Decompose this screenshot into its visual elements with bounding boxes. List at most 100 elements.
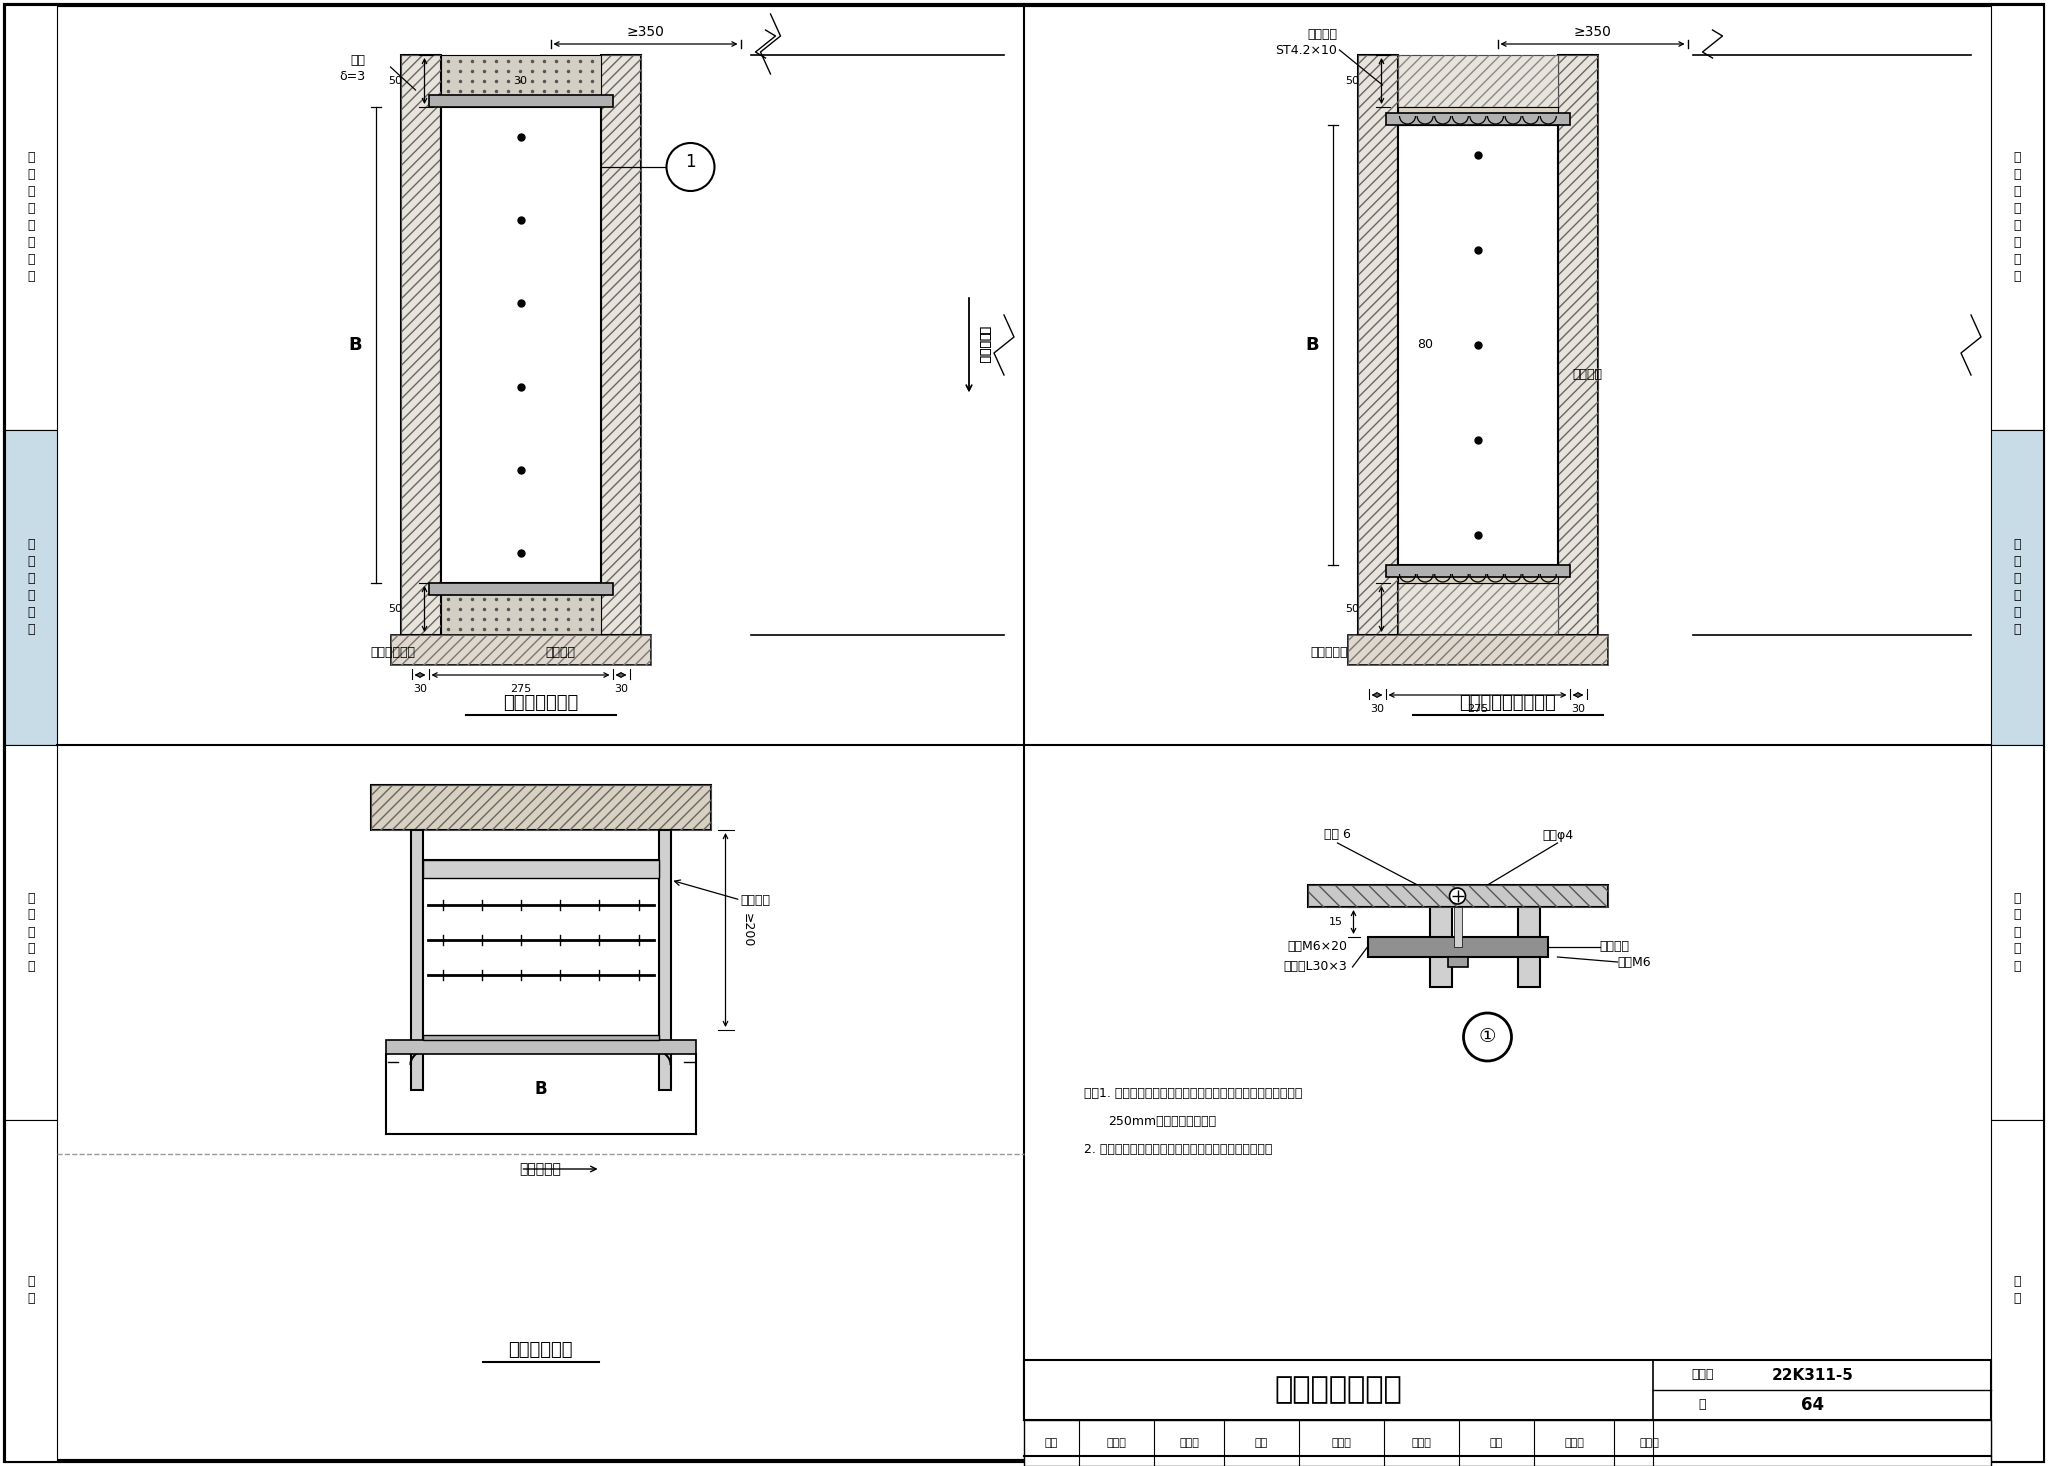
Bar: [1386, 113, 1569, 125]
Bar: [1024, 1421, 1991, 1466]
Circle shape: [1450, 888, 1466, 905]
Text: 内法兰L30×3: 内法兰L30×3: [1284, 960, 1348, 973]
Text: 排烟主风管: 排烟主风管: [977, 327, 991, 364]
Text: 附: 附: [2013, 1275, 2021, 1289]
Text: 烟: 烟: [2013, 202, 2021, 216]
Text: 烟: 烟: [2013, 925, 2021, 938]
Bar: [4, 430, 57, 745]
Bar: [1397, 56, 1556, 107]
Text: 自攻螺钉: 自攻螺钉: [1307, 28, 1337, 41]
Bar: [4, 1120, 57, 1462]
Text: 安: 安: [27, 254, 35, 265]
Text: δ=3: δ=3: [340, 70, 365, 84]
Text: 混凝土墙上水平安装: 混凝土墙上水平安装: [1458, 693, 1556, 712]
Text: B: B: [348, 336, 362, 353]
Bar: [600, 56, 641, 635]
Text: 阀: 阀: [27, 572, 35, 585]
Text: 火: 火: [2013, 556, 2021, 567]
Text: 防: 防: [2013, 891, 2021, 905]
Bar: [1397, 583, 1556, 635]
Text: 275: 275: [1466, 704, 1489, 714]
Text: 门: 门: [27, 589, 35, 603]
Bar: [422, 861, 659, 878]
Text: 阀: 阀: [2013, 572, 2021, 585]
Text: 宝乙芳: 宝乙芳: [1180, 1438, 1198, 1448]
Bar: [1556, 56, 1597, 635]
Bar: [1991, 430, 2044, 745]
Text: ≥200: ≥200: [741, 913, 754, 947]
Bar: [440, 583, 600, 635]
Text: 梁乃正: 梁乃正: [1565, 1438, 1583, 1448]
Text: 附: 附: [27, 1275, 35, 1289]
Text: 30: 30: [414, 685, 426, 693]
Bar: [1518, 907, 1540, 987]
Text: 风: 风: [2013, 218, 2021, 232]
Text: 排: 排: [2013, 909, 2021, 922]
Text: 2. 用于固定的铆钉数量及间距和同尺寸风管法兰相同。: 2. 用于固定的铆钉数量及间距和同尺寸风管法兰相同。: [1083, 1143, 1272, 1157]
Text: 孟凡兵: 孟凡兵: [1106, 1438, 1126, 1448]
Bar: [1386, 564, 1569, 578]
Bar: [1348, 635, 1608, 666]
Text: 火: 火: [27, 556, 35, 567]
Bar: [1358, 56, 1397, 635]
Text: 排: 排: [27, 909, 35, 922]
Text: ≥350: ≥350: [627, 25, 664, 40]
Bar: [422, 1035, 659, 1039]
Text: 高也妃: 高也妃: [1411, 1438, 1432, 1448]
Text: 审核: 审核: [1044, 1438, 1057, 1448]
Text: 30: 30: [1571, 704, 1585, 714]
Text: 1: 1: [686, 152, 696, 172]
Text: 50: 50: [389, 604, 403, 614]
Bar: [1448, 957, 1468, 968]
Bar: [428, 95, 612, 107]
Bar: [1397, 564, 1556, 583]
Text: ①: ①: [1479, 1028, 1497, 1047]
Text: 页: 页: [1698, 1399, 1706, 1412]
Text: 梁迅工: 梁迅工: [1638, 1438, 1659, 1448]
Bar: [1368, 937, 1548, 957]
Text: 风: 风: [27, 218, 35, 232]
Text: 防: 防: [27, 891, 35, 905]
Text: 水泥砂浆抹平: 水泥砂浆抹平: [371, 647, 416, 660]
Text: 排烟短管: 排烟短管: [1573, 368, 1602, 381]
Text: 翼环: 翼环: [350, 53, 365, 66]
Text: 消: 消: [2013, 151, 2021, 164]
Text: 防: 防: [2013, 538, 2021, 551]
Text: 排: 排: [27, 185, 35, 198]
Bar: [401, 56, 440, 635]
Bar: [1348, 635, 1608, 666]
Text: ≥350: ≥350: [1573, 25, 1612, 40]
Text: 装: 装: [27, 270, 35, 283]
Text: 消: 消: [27, 151, 35, 164]
Bar: [1397, 583, 1556, 635]
Text: 风: 风: [2013, 943, 2021, 956]
Bar: [1991, 745, 2044, 1120]
Bar: [659, 830, 670, 1091]
Bar: [1991, 1120, 2044, 1462]
Text: 64: 64: [1800, 1396, 1825, 1415]
Text: 22K311-5: 22K311-5: [1772, 1368, 1853, 1382]
Circle shape: [666, 144, 715, 191]
Text: 防: 防: [2013, 169, 2021, 180]
Text: 录: 录: [2013, 1292, 2021, 1305]
Text: 30: 30: [514, 76, 528, 86]
Bar: [1556, 56, 1597, 635]
Bar: [1991, 4, 2044, 430]
Text: 赵雷昌: 赵雷昌: [1331, 1438, 1352, 1448]
Text: 30: 30: [1370, 704, 1384, 714]
Text: B: B: [1307, 336, 1319, 353]
Text: 安: 安: [27, 605, 35, 619]
Text: 排烟主风管: 排烟主风管: [977, 327, 991, 364]
Bar: [401, 56, 440, 635]
Text: 烟: 烟: [27, 202, 35, 216]
Bar: [4, 745, 57, 1120]
Text: 50: 50: [1346, 76, 1360, 86]
Text: 风: 风: [27, 943, 35, 956]
Bar: [440, 56, 600, 107]
Text: 80: 80: [1417, 339, 1434, 352]
Text: 防火泥封堵: 防火泥封堵: [1311, 647, 1348, 660]
Text: 15: 15: [1329, 918, 1343, 927]
Circle shape: [1464, 1013, 1511, 1061]
Text: 50: 50: [1346, 604, 1360, 614]
Text: 铆钉φ4: 铆钉φ4: [1542, 828, 1573, 841]
